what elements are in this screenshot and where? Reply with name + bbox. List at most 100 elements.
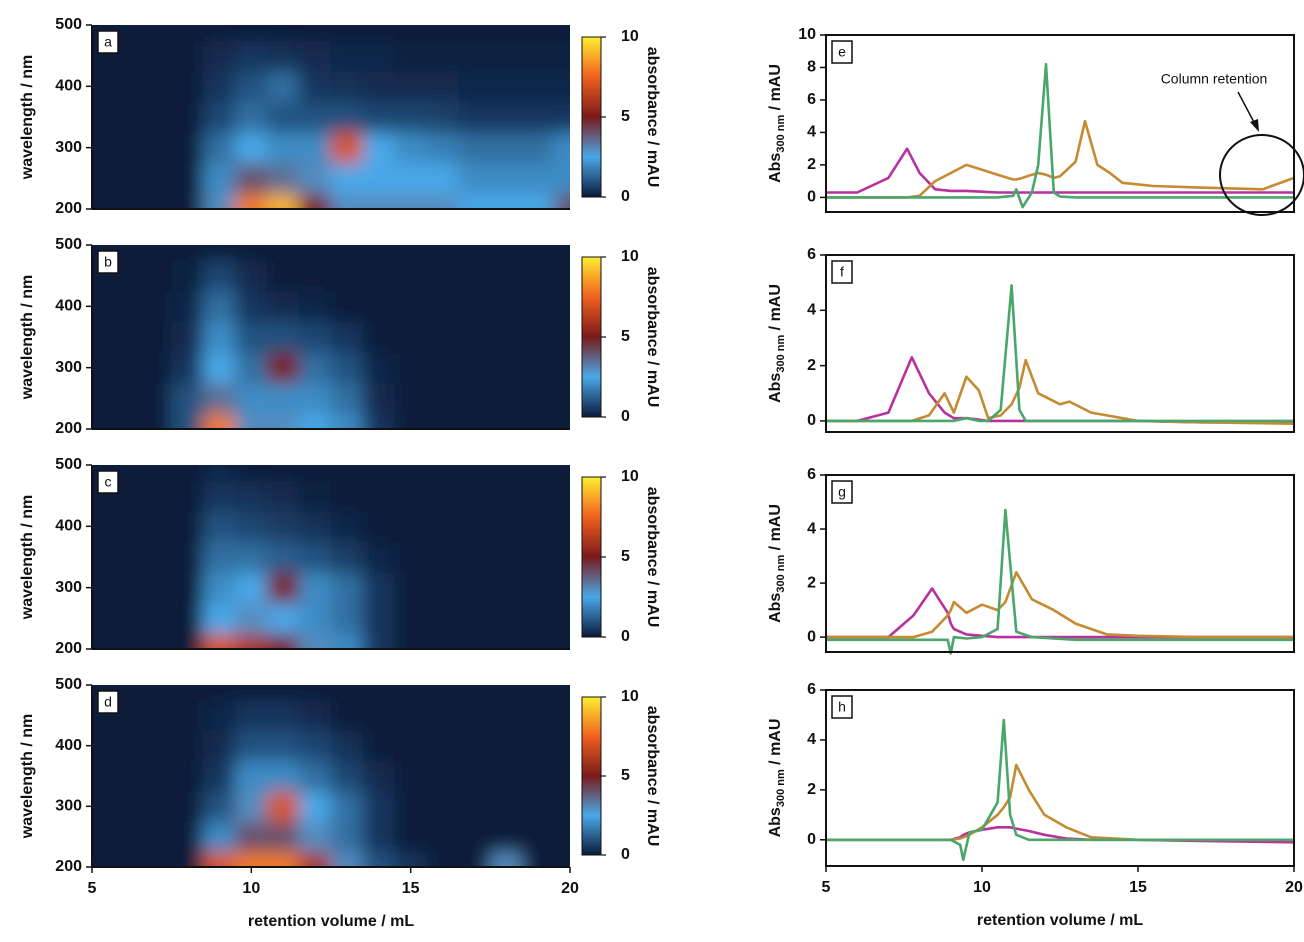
heat-cell bbox=[139, 70, 173, 103]
heat-cell bbox=[330, 413, 364, 429]
heat-cell bbox=[553, 685, 570, 701]
heat-cell bbox=[234, 70, 268, 103]
heat-cell bbox=[266, 245, 300, 261]
heat-cell bbox=[330, 510, 364, 543]
heat-cell bbox=[171, 760, 205, 792]
heat-cell bbox=[457, 193, 491, 209]
heat-cell bbox=[394, 571, 428, 604]
heat-cell bbox=[139, 351, 173, 384]
y-tick-label: 6 bbox=[807, 246, 816, 263]
heat-cell bbox=[203, 25, 236, 41]
heat-cell bbox=[107, 510, 141, 543]
heat-cell bbox=[457, 259, 491, 292]
heat-cell bbox=[521, 465, 555, 481]
heat-cell bbox=[521, 851, 555, 867]
heat-cell bbox=[203, 413, 236, 429]
heat-cell bbox=[426, 730, 459, 762]
heat-cell bbox=[234, 790, 268, 822]
heat-cell bbox=[553, 25, 570, 41]
y-tick-label: 400 bbox=[55, 737, 82, 754]
heat-cell bbox=[394, 633, 428, 649]
heat-cell bbox=[139, 821, 173, 853]
heat-cell bbox=[489, 541, 523, 573]
plot-frame bbox=[825, 254, 1295, 433]
heat-cell bbox=[139, 510, 173, 543]
heat-cell bbox=[298, 685, 332, 701]
heat-cell bbox=[330, 25, 364, 41]
heat-cell bbox=[362, 541, 396, 573]
heat-cell bbox=[107, 193, 141, 209]
heat-cell bbox=[521, 25, 555, 41]
heat-cell bbox=[139, 571, 173, 604]
heat-cell bbox=[203, 541, 236, 573]
heat-cell bbox=[553, 193, 570, 209]
y-axis-label: Abs300 nm / mAU bbox=[767, 719, 787, 838]
heat-cell bbox=[362, 413, 396, 429]
y-tick-label: 300 bbox=[55, 579, 82, 596]
heat-cell bbox=[92, 760, 109, 792]
x-axis-label: retention volume / mL bbox=[248, 913, 414, 930]
heat-cell bbox=[266, 70, 300, 103]
heat-cell bbox=[457, 821, 491, 853]
heat-cell bbox=[489, 730, 523, 762]
panel-label: b bbox=[104, 254, 112, 270]
colorbar-tick-label: 5 bbox=[621, 108, 630, 125]
heat-cell bbox=[203, 101, 236, 133]
heat-cell bbox=[107, 70, 141, 103]
series-line bbox=[826, 718, 1294, 862]
heat-cell bbox=[203, 193, 236, 209]
heat-cell bbox=[298, 193, 332, 209]
heat-cell bbox=[298, 760, 332, 792]
heat-cell bbox=[203, 571, 236, 604]
heat-cell bbox=[394, 245, 428, 261]
heat-cell bbox=[426, 131, 459, 164]
heat-cell bbox=[521, 382, 555, 415]
y-axis-label-sub: 300 nm bbox=[775, 555, 787, 593]
heat-cell bbox=[362, 193, 396, 209]
heat-cell bbox=[457, 162, 491, 195]
y-axis-label-main: Abs bbox=[767, 593, 784, 623]
y-tick-label: 400 bbox=[55, 518, 82, 535]
heat-cell bbox=[489, 851, 523, 867]
heat-cell bbox=[362, 39, 396, 72]
heat-cell bbox=[234, 39, 268, 72]
heat-cell bbox=[234, 510, 268, 543]
heat-cell bbox=[139, 760, 173, 792]
y-tick-label: 0 bbox=[807, 189, 816, 206]
heat-cell bbox=[298, 382, 332, 415]
heat-cell bbox=[171, 101, 205, 133]
heat-cell bbox=[457, 321, 491, 353]
heat-cell bbox=[171, 633, 205, 649]
heat-cell bbox=[171, 70, 205, 103]
heat-cell bbox=[139, 730, 173, 762]
heat-cell bbox=[330, 101, 364, 133]
heat-cell bbox=[107, 413, 141, 429]
series-line bbox=[826, 284, 1294, 423]
y-tick-label: 0 bbox=[807, 628, 816, 645]
y-tick-label: 2 bbox=[807, 574, 816, 591]
heat-cell bbox=[298, 465, 332, 481]
heat-cell bbox=[139, 685, 173, 701]
heat-cell bbox=[489, 351, 523, 384]
heat-cell bbox=[139, 633, 173, 649]
y-tick-label: 8 bbox=[807, 59, 816, 76]
heat-cell bbox=[362, 131, 396, 164]
heat-cell bbox=[489, 510, 523, 543]
y-tick-label: 500 bbox=[55, 16, 82, 33]
heat-cell bbox=[362, 162, 396, 195]
y-axis-label: wavelength / nm bbox=[19, 495, 36, 620]
heat-cell bbox=[234, 193, 268, 209]
heat-cell bbox=[107, 321, 141, 353]
heat-cell bbox=[521, 602, 555, 635]
heat-cell bbox=[426, 541, 459, 573]
heat-cell bbox=[553, 699, 570, 731]
heat-cell bbox=[521, 510, 555, 543]
heat-cell bbox=[521, 245, 555, 261]
heat-cell bbox=[394, 259, 428, 292]
heat-cell bbox=[298, 479, 332, 512]
heat-cell bbox=[203, 162, 236, 195]
heatmap-cells bbox=[92, 25, 570, 209]
colorbar-label: absorbance / mAU bbox=[644, 706, 661, 846]
heat-cell bbox=[394, 602, 428, 635]
